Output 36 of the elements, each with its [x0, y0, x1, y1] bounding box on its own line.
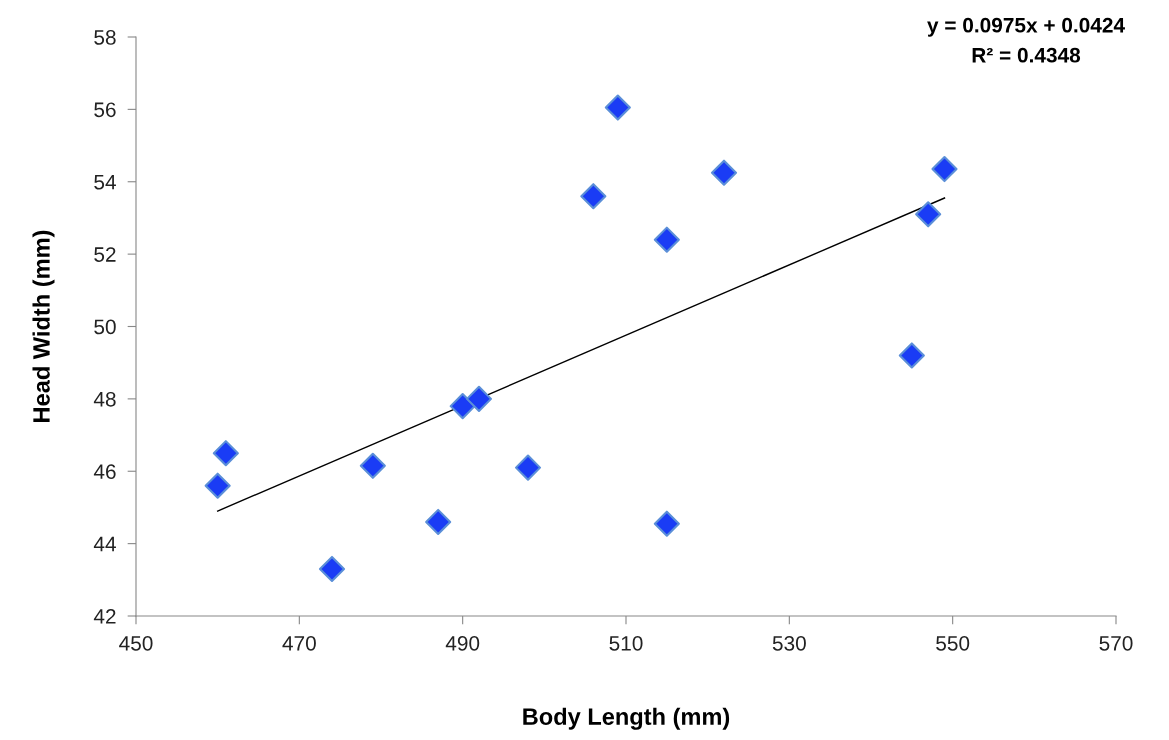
point	[449, 393, 476, 420]
point	[359, 452, 386, 479]
x-axis-title: Body Length (mm)	[523, 707, 730, 730]
point	[653, 510, 680, 537]
x-tick-label: 510	[609, 635, 643, 651]
point	[653, 226, 680, 253]
point	[604, 94, 631, 121]
point	[710, 159, 738, 186]
x-tick-label: 550	[936, 635, 970, 651]
point	[580, 183, 607, 210]
y-tick-label: 52	[94, 247, 116, 262]
point	[204, 472, 231, 499]
point	[212, 440, 239, 467]
point	[898, 342, 925, 369]
x-tick-label: 490	[445, 635, 480, 651]
point	[514, 454, 542, 481]
point	[465, 385, 493, 412]
point	[425, 508, 452, 535]
y-tick-label: 56	[94, 102, 116, 118]
x-tick-label: 530	[772, 635, 806, 651]
y-tick-label: 42	[93, 609, 116, 624]
x-tick-label: 470	[282, 635, 316, 651]
y-tick-label: 54	[94, 174, 116, 190]
point	[318, 555, 346, 583]
annotation: R² = 0.4348	[972, 47, 1081, 63]
y-tick-label: 58	[94, 30, 116, 45]
point	[915, 201, 942, 228]
point	[931, 156, 958, 183]
text: y = 0.0975x + 0.0424	[927, 17, 1125, 37]
x-tick-label: 450	[119, 635, 153, 651]
y-axis-title: Head Width (mm)	[32, 230, 55, 422]
y-tick-label: 46	[93, 464, 116, 479]
x-tick-label: 570	[1099, 635, 1133, 651]
y-tick-label: 50	[94, 319, 116, 335]
y-tick-label: 44	[93, 536, 116, 552]
y-tick-label: 48	[93, 391, 116, 407]
